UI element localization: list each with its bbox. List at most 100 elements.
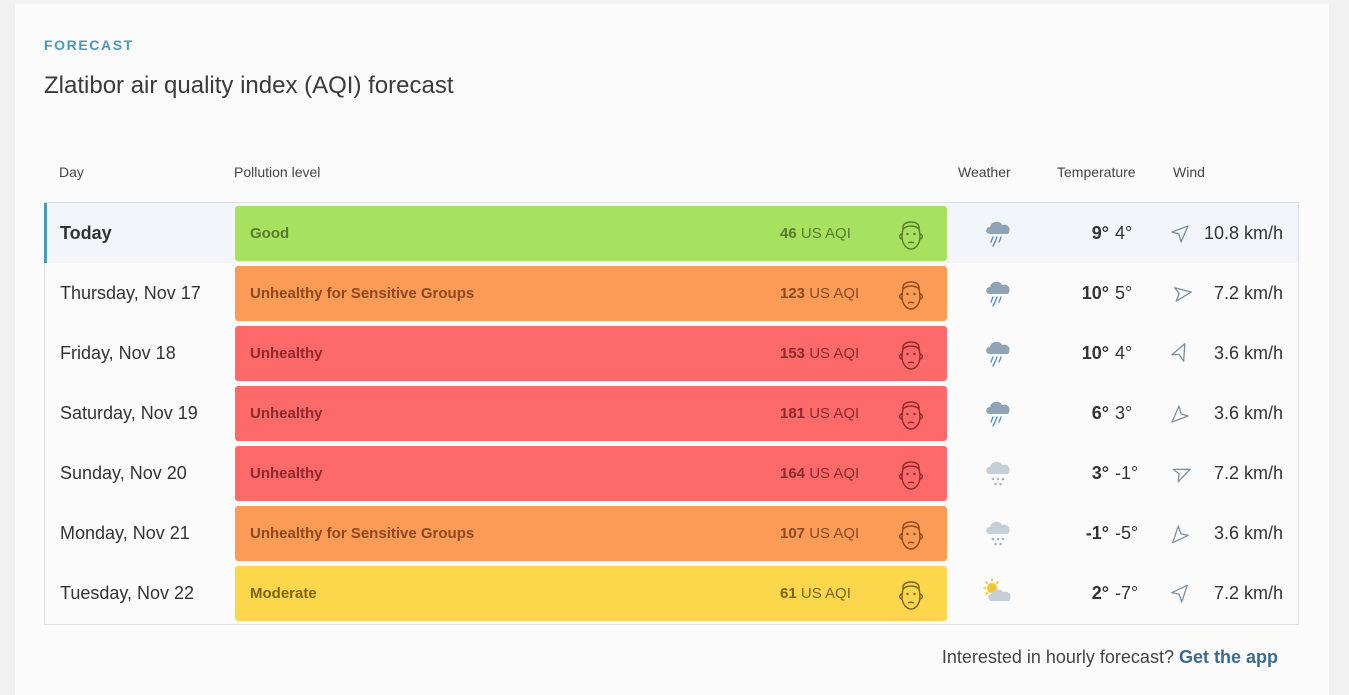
wind-speed: 3.6 km/h xyxy=(1195,503,1283,563)
row-day: Saturday, Nov 19 xyxy=(60,383,198,443)
pollution-bar: Unhealthy for Sensitive Groups 123 US AQ… xyxy=(235,266,947,321)
aqi-value: 153 US AQI xyxy=(780,326,859,381)
forecast-row-6: Tuesday, Nov 22 Moderate 61 US AQI 2° -7°… xyxy=(45,563,1298,623)
pollution-bar: Good 46 US AQI xyxy=(235,206,947,261)
wind-direction-icon xyxy=(1169,223,1191,245)
pollution-level-label: Good xyxy=(250,206,289,261)
aqi-number: 107 xyxy=(780,525,805,542)
temp-high: 2° xyxy=(1092,583,1109,603)
footer: Interested in hourly forecast? Get the a… xyxy=(942,647,1278,668)
aqi-number: 164 xyxy=(780,465,805,482)
forecast-row-0: Today Good 46 US AQI 9° 4° 10.8 km/h xyxy=(45,203,1298,263)
face-icon xyxy=(895,396,927,432)
column-header-temperature: Temperature xyxy=(1057,164,1136,180)
aqi-value: 181 US AQI xyxy=(780,386,859,441)
column-header-day: Day xyxy=(59,164,84,180)
partly-sunny-icon xyxy=(981,577,1015,609)
face-icon xyxy=(895,516,927,552)
aqi-value: 46 US AQI xyxy=(780,206,851,261)
temp-high: 3° xyxy=(1092,463,1109,483)
forecast-row-4: Sunday, Nov 20 Unhealthy 164 US AQI 3° -1… xyxy=(45,443,1298,503)
rain-cloud-icon xyxy=(981,337,1015,369)
rain-cloud-icon xyxy=(981,397,1015,429)
aqi-number: 123 xyxy=(780,285,805,302)
get-the-app-link[interactable]: Get the app xyxy=(1179,647,1278,667)
pollution-bar: Moderate 61 US AQI xyxy=(235,566,947,621)
temp-low: -5° xyxy=(1115,503,1147,563)
pollution-level-label: Unhealthy xyxy=(250,446,323,501)
temperature: 9° 4° xyxy=(1067,203,1147,263)
wind-speed: 7.2 km/h xyxy=(1195,443,1283,503)
aqi-unit: US AQI xyxy=(801,585,851,602)
aqi-number: 46 xyxy=(780,225,797,242)
row-day: Thursday, Nov 17 xyxy=(60,263,201,323)
temperature: 6° 3° xyxy=(1067,383,1147,443)
temp-high: -1° xyxy=(1086,523,1109,543)
row-day: Tuesday, Nov 22 xyxy=(60,563,194,623)
temperature: -1° -5° xyxy=(1067,503,1147,563)
forecast-row-5: Monday, Nov 21 Unhealthy for Sensitive G… xyxy=(45,503,1298,563)
wind-direction-icon xyxy=(1168,582,1192,606)
pollution-level-label: Unhealthy xyxy=(250,326,323,381)
aqi-unit: US AQI xyxy=(809,345,859,362)
aqi-value: 61 US AQI xyxy=(780,566,851,621)
rain-cloud-icon xyxy=(981,217,1015,249)
pollution-bar: Unhealthy 153 US AQI xyxy=(235,326,947,381)
row-day: Monday, Nov 21 xyxy=(60,503,190,563)
pollution-bar: Unhealthy for Sensitive Groups 107 US AQ… xyxy=(235,506,947,561)
face-icon xyxy=(895,456,927,492)
temp-low: 4° xyxy=(1115,323,1147,383)
wind-speed: 7.2 km/h xyxy=(1195,263,1283,323)
wind-speed: 10.8 km/h xyxy=(1195,203,1283,263)
face-icon xyxy=(895,276,927,312)
wind-direction-icon xyxy=(1166,460,1194,488)
temp-low: 3° xyxy=(1115,383,1147,443)
aqi-unit: US AQI xyxy=(801,225,851,242)
temp-high: 9° xyxy=(1092,223,1109,243)
page-title: Zlatibor air quality index (AQI) forecas… xyxy=(44,72,454,100)
pollution-level-label: Moderate xyxy=(250,566,317,621)
face-icon xyxy=(895,336,927,372)
wind-direction-icon xyxy=(1166,340,1194,368)
temp-low: -7° xyxy=(1115,563,1147,623)
temp-high: 10° xyxy=(1082,343,1109,363)
aqi-number: 181 xyxy=(780,405,805,422)
wind-speed: 3.6 km/h xyxy=(1195,383,1283,443)
temperature: 10° 5° xyxy=(1067,263,1147,323)
wind-speed: 3.6 km/h xyxy=(1195,323,1283,383)
aqi-unit: US AQI xyxy=(809,285,859,302)
snow-cloud-icon xyxy=(981,517,1015,549)
pollution-level-label: Unhealthy for Sensitive Groups xyxy=(250,266,474,321)
aqi-unit: US AQI xyxy=(809,405,859,422)
column-header-pollution: Pollution level xyxy=(234,164,320,180)
temp-low: 4° xyxy=(1115,203,1147,263)
temperature: 2° -7° xyxy=(1067,563,1147,623)
temp-high: 10° xyxy=(1082,283,1109,303)
aqi-unit: US AQI xyxy=(809,465,859,482)
wind-direction-icon xyxy=(1169,403,1191,425)
wind-direction-icon xyxy=(1165,279,1196,310)
forecast-card: FORECAST Zlatibor air quality index (AQI… xyxy=(15,4,1329,695)
aqi-value: 107 US AQI xyxy=(780,506,859,561)
temp-high: 6° xyxy=(1092,403,1109,423)
column-header-wind: Wind xyxy=(1173,164,1205,180)
temp-low: -1° xyxy=(1115,443,1147,503)
aqi-number: 153 xyxy=(780,345,805,362)
rain-cloud-icon xyxy=(981,277,1015,309)
aqi-unit: US AQI xyxy=(809,525,859,542)
forecast-row-1: Thursday, Nov 17 Unhealthy for Sensitive… xyxy=(45,263,1298,323)
pollution-bar: Unhealthy 181 US AQI xyxy=(235,386,947,441)
forecast-table: Today Good 46 US AQI 9° 4° 10.8 km/h Thur… xyxy=(44,202,1299,625)
row-day: Sunday, Nov 20 xyxy=(60,443,187,503)
wind-direction-icon xyxy=(1168,522,1192,546)
section-eyebrow: FORECAST xyxy=(44,37,134,53)
face-icon xyxy=(895,216,927,252)
aqi-value: 123 US AQI xyxy=(780,266,859,321)
pollution-level-label: Unhealthy xyxy=(250,386,323,441)
face-icon xyxy=(895,576,927,612)
aqi-value: 164 US AQI xyxy=(780,446,859,501)
wind-speed: 7.2 km/h xyxy=(1195,563,1283,623)
temp-low: 5° xyxy=(1115,263,1147,323)
footer-question: Interested in hourly forecast? xyxy=(942,647,1174,667)
pollution-level-label: Unhealthy for Sensitive Groups xyxy=(250,506,474,561)
